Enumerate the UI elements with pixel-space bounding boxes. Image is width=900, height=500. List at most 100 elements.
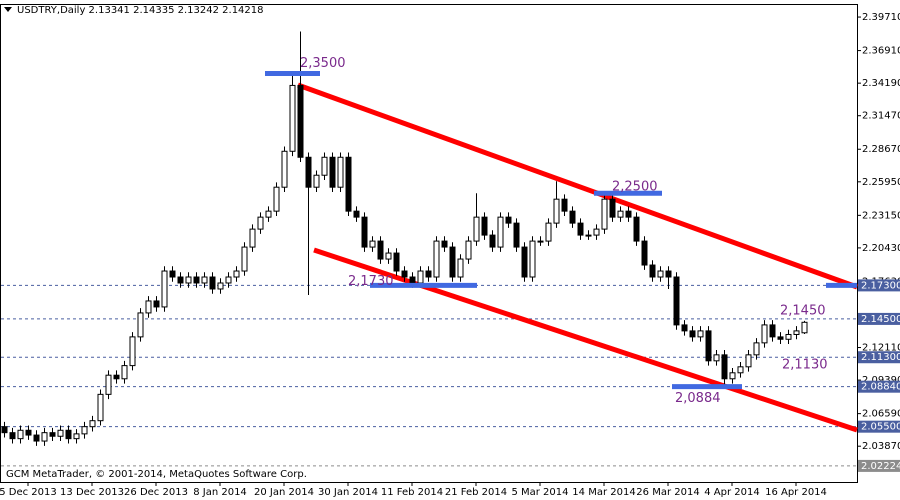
candle-body: [753, 342, 760, 356]
candle-body: [409, 276, 416, 284]
candle-body: [417, 270, 424, 284]
x-tick-label: 11 Feb 2014: [381, 487, 443, 498]
candle-body: [393, 252, 400, 272]
candle-body: [513, 222, 520, 248]
candle-body: [97, 393, 104, 422]
candle-body: [177, 276, 184, 284]
candle-body: [561, 198, 568, 212]
y-tick-label: 2.39710: [862, 12, 900, 23]
candle-body: [489, 234, 496, 248]
candle-body: [193, 276, 200, 284]
candle-body: [321, 156, 328, 176]
x-tick-label: 13 Dec 2013: [60, 487, 124, 498]
candle-body: [769, 324, 776, 338]
candle-body: [201, 276, 208, 284]
candle-body: [425, 270, 432, 278]
candle-body: [721, 354, 728, 380]
x-tick-label: 30 Jan 2014: [318, 487, 378, 498]
candle-body: [353, 210, 360, 218]
x-tick-label: 4 Apr 2014: [704, 487, 759, 498]
candle-body: [665, 270, 672, 278]
y-tick-label: 2.03870: [862, 441, 900, 452]
y-tick-label: 2.34190: [862, 78, 900, 89]
candle-body: [465, 240, 472, 260]
candle-body: [209, 276, 216, 290]
candle-body: [297, 84, 304, 158]
footer: GCM MetaTrader, © 2001-2014, MetaQuotes …: [6, 469, 307, 480]
candle-body: [113, 374, 120, 380]
candle-body: [185, 276, 192, 284]
candle-body: [737, 366, 744, 374]
candle-body: [689, 330, 696, 338]
candle-body: [25, 429, 32, 436]
candle-body: [537, 240, 544, 243]
candle-body: [17, 429, 24, 440]
candle-body: [9, 432, 16, 440]
candle-body: [49, 432, 56, 437]
candle-body: [257, 216, 264, 230]
x-tick-label: 8 Jan 2014: [193, 487, 247, 498]
level-label: 2.08840: [861, 382, 900, 393]
candle-body: [137, 312, 144, 338]
candle-body: [777, 336, 784, 340]
level-label: 2.14500: [861, 314, 900, 325]
candle-body: [609, 198, 616, 218]
x-tick-label: 21 Feb 2014: [445, 487, 507, 498]
annotation: 2,2500: [612, 180, 658, 195]
candle-body: [377, 240, 384, 260]
candle-body: [497, 216, 504, 248]
candle-body: [305, 156, 312, 188]
candle-body: [729, 372, 736, 380]
level-box: [858, 312, 900, 325]
candle-body: [33, 434, 40, 442]
candle-body: [129, 336, 136, 367]
candle-body: [329, 156, 336, 188]
level-box: [858, 459, 900, 472]
candle-body: [361, 216, 368, 248]
channel-line: [297, 82, 858, 290]
candle-body: [225, 276, 232, 284]
level-box: [858, 351, 900, 364]
candle-body: [625, 210, 632, 218]
candle-body: [345, 156, 352, 212]
y-tick-label: 2.28670: [862, 144, 900, 155]
candle-body: [793, 330, 800, 335]
candle-body: [153, 300, 160, 308]
candle-body: [761, 324, 768, 344]
y-tick-label: 2.06590: [862, 409, 900, 420]
candle-body: [473, 216, 480, 242]
candle-body: [529, 240, 536, 278]
y-tick-label: 2.23150: [862, 210, 900, 221]
candle-body: [433, 240, 440, 278]
candle-body: [89, 420, 96, 428]
level-label: 2.05500: [861, 422, 900, 433]
candle-body: [801, 321, 808, 334]
candle-body: [41, 432, 48, 442]
candle-body: [585, 234, 592, 237]
candle-body: [713, 354, 720, 362]
menu-arrow[interactable]: [4, 7, 12, 12]
candle-body: [145, 300, 152, 314]
candle-body: [457, 258, 464, 278]
level-box: [858, 279, 900, 292]
y-tick-label: 2.31470: [862, 111, 900, 122]
candle-body: [649, 264, 656, 278]
candle-body: [401, 270, 408, 278]
candle-body: [241, 246, 248, 272]
y-tick-label: 2.25950: [862, 177, 900, 188]
candle-body: [121, 365, 128, 380]
candle-body: [289, 84, 296, 152]
candle-body: [481, 216, 488, 236]
candle-body: [249, 228, 256, 248]
x-tick-label: 26 Mar 2014: [636, 487, 699, 498]
candle-body: [705, 330, 712, 362]
candle-body: [65, 429, 72, 440]
candle-body: [73, 433, 80, 440]
candle-body: [265, 210, 272, 218]
candle-body: [785, 333, 792, 340]
candle-body: [745, 354, 752, 368]
y-tick-label: 2.36910: [862, 46, 900, 57]
candle-body: [545, 222, 552, 242]
candle-body: [161, 270, 168, 308]
